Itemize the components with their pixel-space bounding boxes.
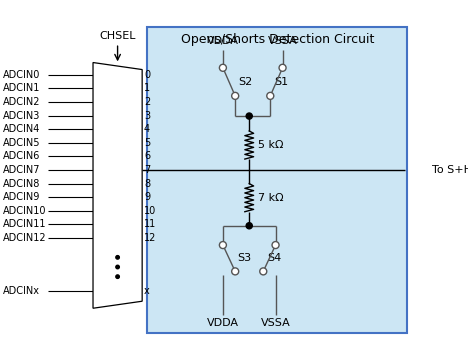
- Circle shape: [260, 268, 267, 275]
- Text: ADCIN7: ADCIN7: [3, 165, 40, 175]
- Text: 8: 8: [144, 178, 150, 189]
- Text: VSSA: VSSA: [261, 318, 291, 328]
- Circle shape: [232, 268, 239, 275]
- Text: 7 kΩ: 7 kΩ: [258, 193, 284, 203]
- Text: ADCIN12: ADCIN12: [3, 233, 46, 243]
- Text: 4: 4: [144, 124, 150, 134]
- Text: S1: S1: [274, 77, 288, 87]
- Text: ADCIN3: ADCIN3: [3, 111, 40, 121]
- Text: 12: 12: [144, 233, 156, 243]
- Text: ADCIN4: ADCIN4: [3, 124, 40, 134]
- Text: 5 kΩ: 5 kΩ: [258, 140, 284, 150]
- Text: 7: 7: [144, 165, 150, 175]
- Text: VSSA: VSSA: [268, 36, 298, 46]
- Polygon shape: [93, 63, 142, 308]
- Text: 3: 3: [144, 111, 150, 121]
- Text: 0: 0: [144, 70, 150, 80]
- Circle shape: [232, 92, 239, 100]
- Circle shape: [272, 241, 279, 249]
- Text: ADCIN9: ADCIN9: [3, 192, 40, 202]
- Text: 2: 2: [144, 97, 150, 107]
- Circle shape: [116, 265, 119, 269]
- Text: S3: S3: [237, 253, 251, 263]
- Circle shape: [246, 223, 252, 229]
- Text: VDDA: VDDA: [207, 36, 239, 46]
- Text: 11: 11: [144, 219, 156, 230]
- Text: ADCIN11: ADCIN11: [3, 219, 46, 230]
- Circle shape: [246, 113, 252, 119]
- Text: VDDA: VDDA: [207, 318, 239, 328]
- Circle shape: [219, 241, 227, 249]
- Text: 9: 9: [144, 192, 150, 202]
- Circle shape: [116, 275, 119, 278]
- Circle shape: [279, 64, 286, 71]
- Circle shape: [116, 256, 119, 259]
- Circle shape: [267, 92, 274, 100]
- Text: ADCIN8: ADCIN8: [3, 178, 40, 189]
- Text: 5: 5: [144, 138, 150, 148]
- Text: S4: S4: [267, 253, 281, 263]
- Text: x: x: [144, 286, 150, 296]
- Text: ADCIN2: ADCIN2: [3, 97, 40, 107]
- Text: 1: 1: [144, 83, 150, 93]
- Text: To S+H: To S+H: [432, 165, 468, 175]
- Text: ADCINx: ADCINx: [3, 286, 40, 296]
- Circle shape: [219, 64, 227, 71]
- Text: S2: S2: [239, 77, 253, 87]
- Text: Opens/Shorts Detection Circuit: Opens/Shorts Detection Circuit: [181, 33, 374, 46]
- Text: ADCIN1: ADCIN1: [3, 83, 40, 93]
- Text: ADCIN5: ADCIN5: [3, 138, 40, 148]
- Text: 6: 6: [144, 151, 150, 161]
- Text: ADCIN10: ADCIN10: [3, 206, 46, 216]
- Text: CHSEL: CHSEL: [99, 31, 136, 41]
- Text: ADCIN6: ADCIN6: [3, 151, 40, 161]
- Text: ADCIN0: ADCIN0: [3, 70, 40, 80]
- Text: 10: 10: [144, 206, 156, 216]
- FancyBboxPatch shape: [147, 28, 407, 333]
